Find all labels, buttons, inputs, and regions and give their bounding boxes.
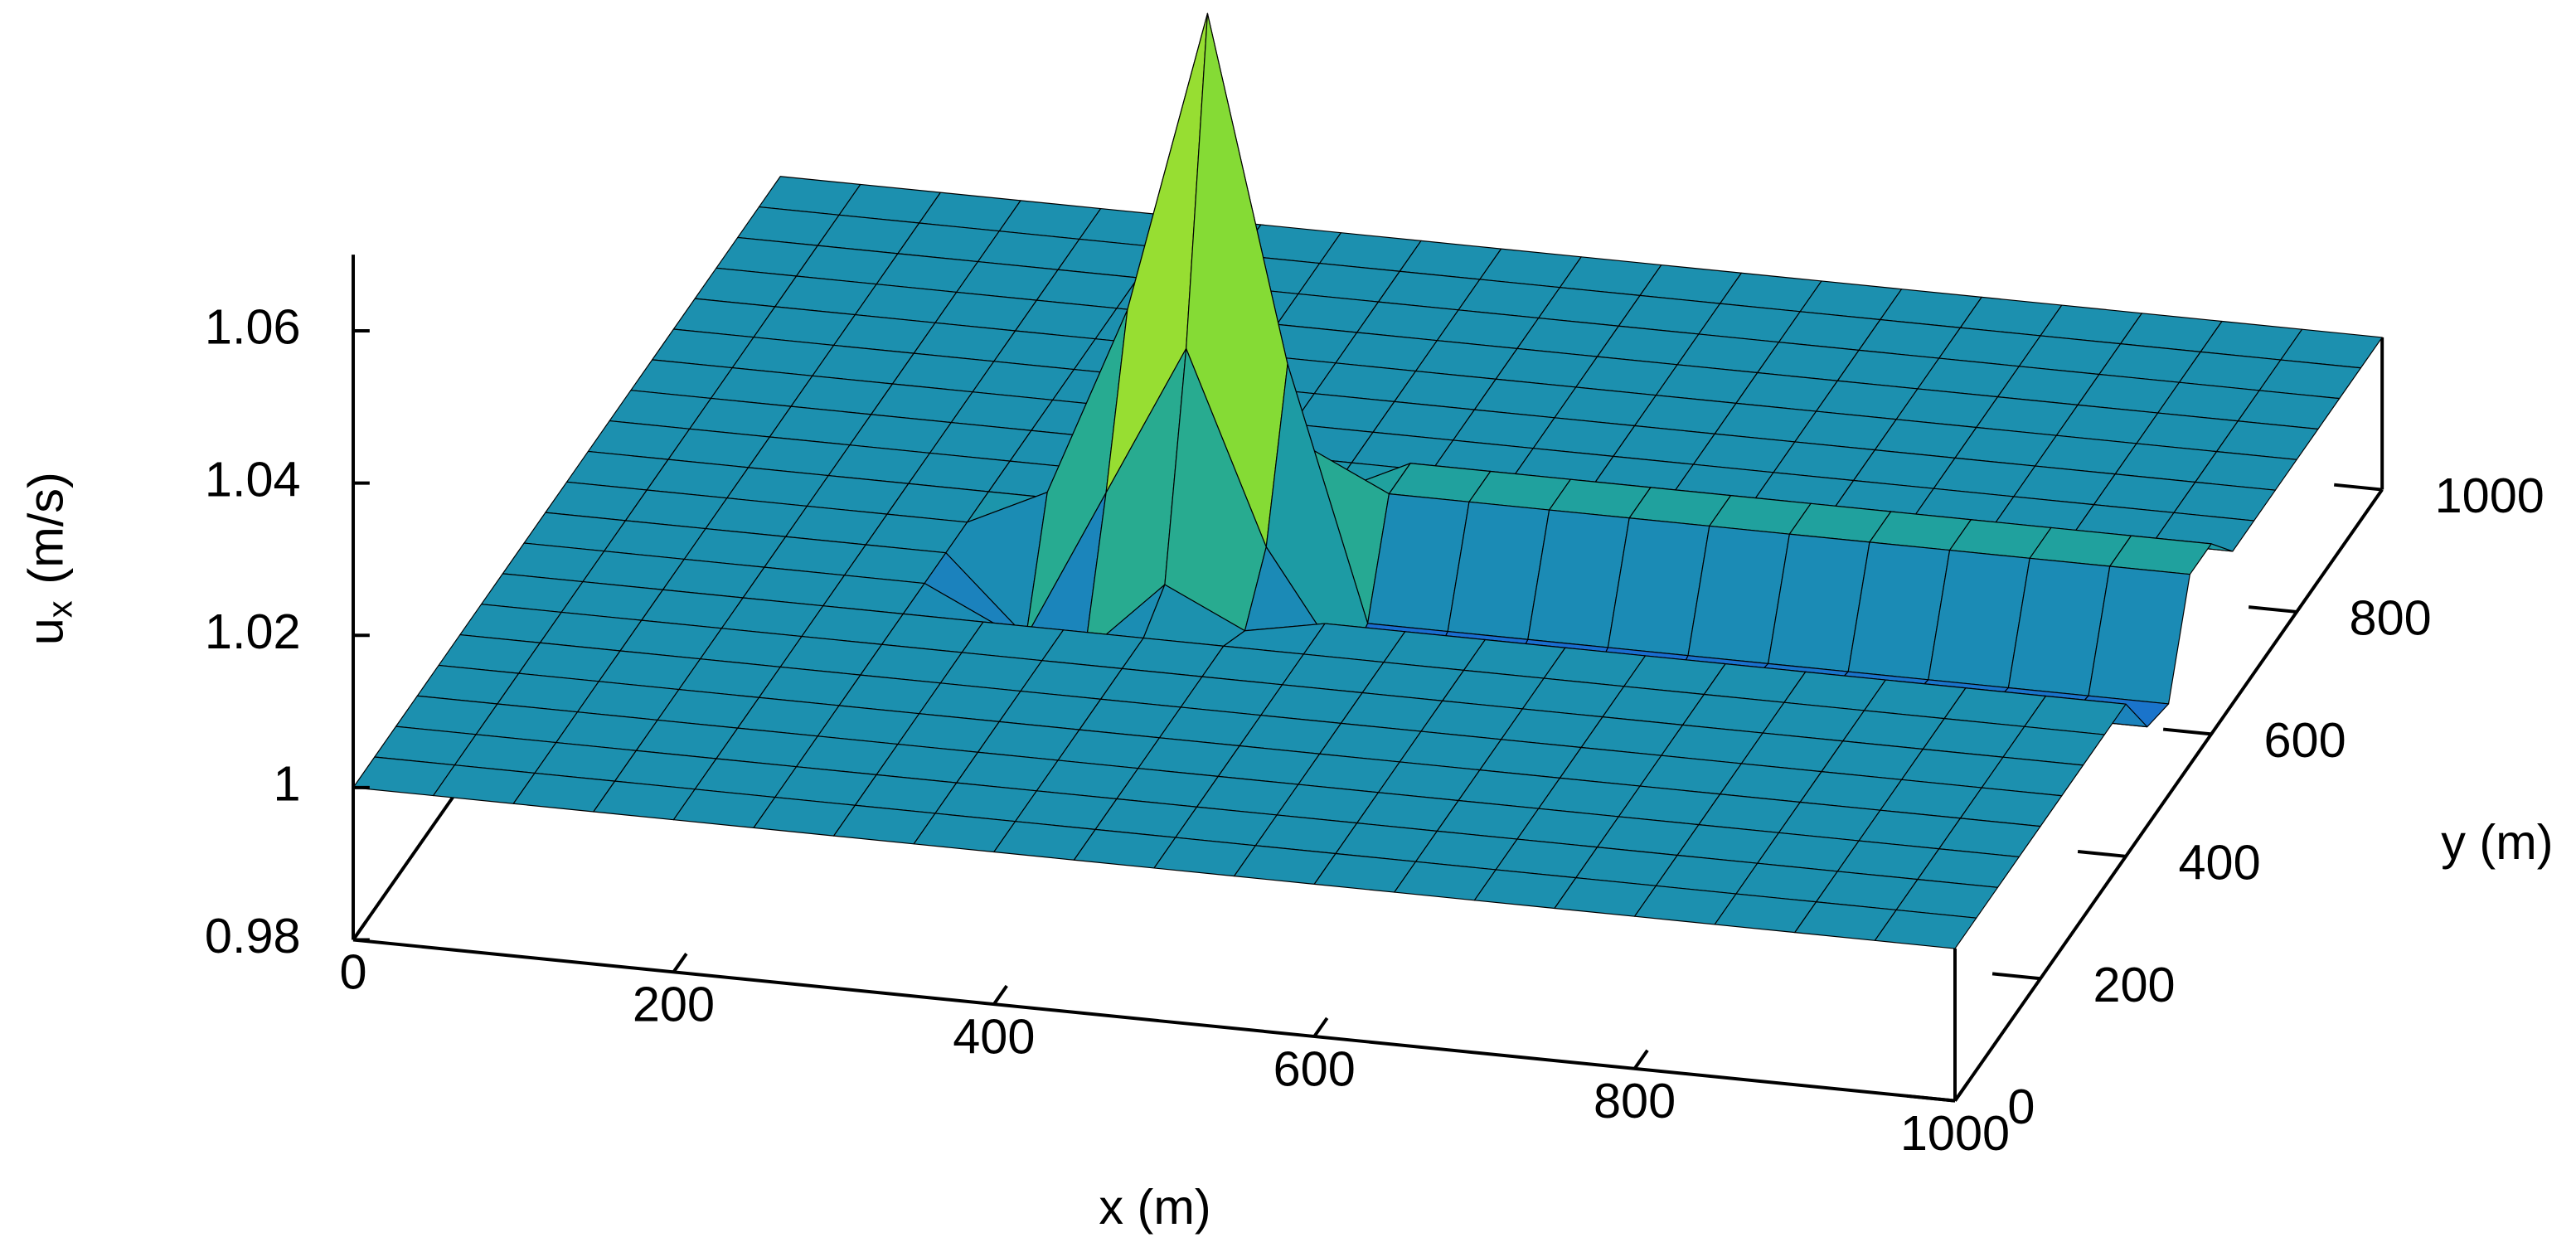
- x-tick: [1953, 1081, 1970, 1102]
- z-tick-label: 1: [274, 756, 301, 812]
- z-label-unit: (m/s): [17, 472, 73, 584]
- z-tick-label: 1.06: [205, 299, 301, 355]
- x-axis: [352, 938, 1956, 1103]
- z-label-base: u: [17, 618, 73, 645]
- y-tick-label: 800: [2350, 590, 2432, 646]
- z-label-sub: x: [40, 600, 79, 618]
- x-tick-label: 800: [1594, 1073, 1676, 1128]
- y-tick: [2248, 605, 2297, 614]
- x-tick: [992, 984, 1008, 1006]
- y-tick: [2077, 850, 2127, 858]
- x-tick-label: 600: [1273, 1041, 1356, 1096]
- x-tick: [672, 953, 688, 973]
- surface-cell: [1874, 909, 1977, 949]
- x-tick: [1312, 1017, 1329, 1038]
- y-tick: [2162, 727, 2212, 736]
- x-tick-label: 1000: [1900, 1105, 2010, 1161]
- y-tick-label: 200: [2093, 957, 2175, 1012]
- y-tick-label: 400: [2178, 834, 2260, 890]
- z-tick-label: 0.98: [205, 908, 301, 963]
- y-tick: [1991, 972, 2041, 981]
- x-axis-label: x (m): [1099, 1179, 1210, 1235]
- y-axis-label: y (m): [2441, 814, 2553, 870]
- z-tick-label: 1.02: [205, 604, 301, 659]
- y-tick-label: 0: [2007, 1079, 2035, 1134]
- x-tick-label: 400: [953, 1008, 1035, 1064]
- x-tick-label: 0: [339, 944, 366, 1000]
- x-tick: [1632, 1049, 1649, 1070]
- x-tick-label: 200: [633, 977, 715, 1032]
- z-axis-label: ux (m/s): [17, 472, 79, 645]
- y-tick: [1906, 1094, 1956, 1103]
- y-axis: [1953, 488, 2384, 1102]
- x-tick: [352, 920, 368, 941]
- y-tick-label: 600: [2264, 712, 2346, 768]
- y-tick: [2334, 483, 2383, 492]
- y-tick-label: 1000: [2435, 468, 2544, 523]
- z-tick-label: 1.04: [205, 451, 301, 507]
